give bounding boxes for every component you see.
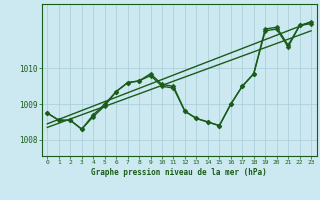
X-axis label: Graphe pression niveau de la mer (hPa): Graphe pression niveau de la mer (hPa) (91, 168, 267, 177)
